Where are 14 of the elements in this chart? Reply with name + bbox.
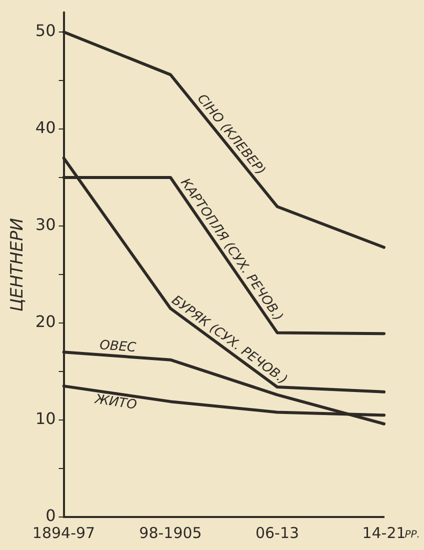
y-tick-label: 50: [35, 21, 56, 40]
y-tick-label: 20: [35, 312, 56, 332]
y-tick-label: 0: [46, 506, 56, 526]
text: ЖИТО: [93, 392, 138, 414]
x-tick-label: 98-1905: [139, 524, 202, 542]
y-tick-label: 40: [35, 118, 56, 138]
x-tick-label: 14-21: [362, 524, 406, 542]
y-axis-title: ЦЕНТНЕРИ: [8, 218, 28, 312]
series-label: ОВЕС: [99, 338, 138, 356]
x-tick-label: 06-13: [255, 524, 300, 542]
y-tick-label: 30: [35, 215, 56, 234]
x-tick-label: 1894-97: [32, 524, 96, 542]
y-tick-label: 10: [35, 409, 56, 428]
text: РР.: [404, 530, 420, 541]
